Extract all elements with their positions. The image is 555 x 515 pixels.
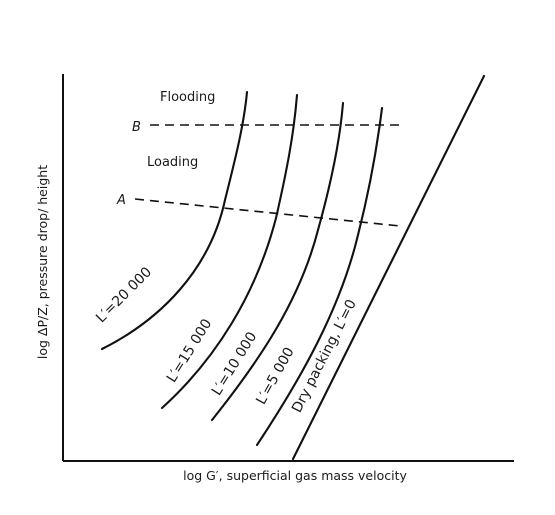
- loading-line-label: A: [116, 193, 126, 208]
- flooding-line-label: B: [132, 120, 141, 135]
- series-line-l10000: [210, 101, 345, 422]
- region-label-loading: Loading: [147, 155, 198, 170]
- series-line-l15000: [160, 93, 299, 410]
- y-axis-label: log ΔP/Z, pressure drop/ height: [35, 165, 50, 359]
- series-label-l20000: L′=20 000: [93, 264, 155, 326]
- series-label-l15000: L′=15 000: [164, 316, 216, 385]
- region-label-flooding: Flooding: [160, 90, 215, 105]
- x-axis-label: log G′, superficial gas mass velocity: [183, 468, 407, 483]
- series-line-l5000: [255, 106, 384, 447]
- series-line-l20000: [100, 90, 249, 351]
- series-line-l0: [291, 74, 486, 461]
